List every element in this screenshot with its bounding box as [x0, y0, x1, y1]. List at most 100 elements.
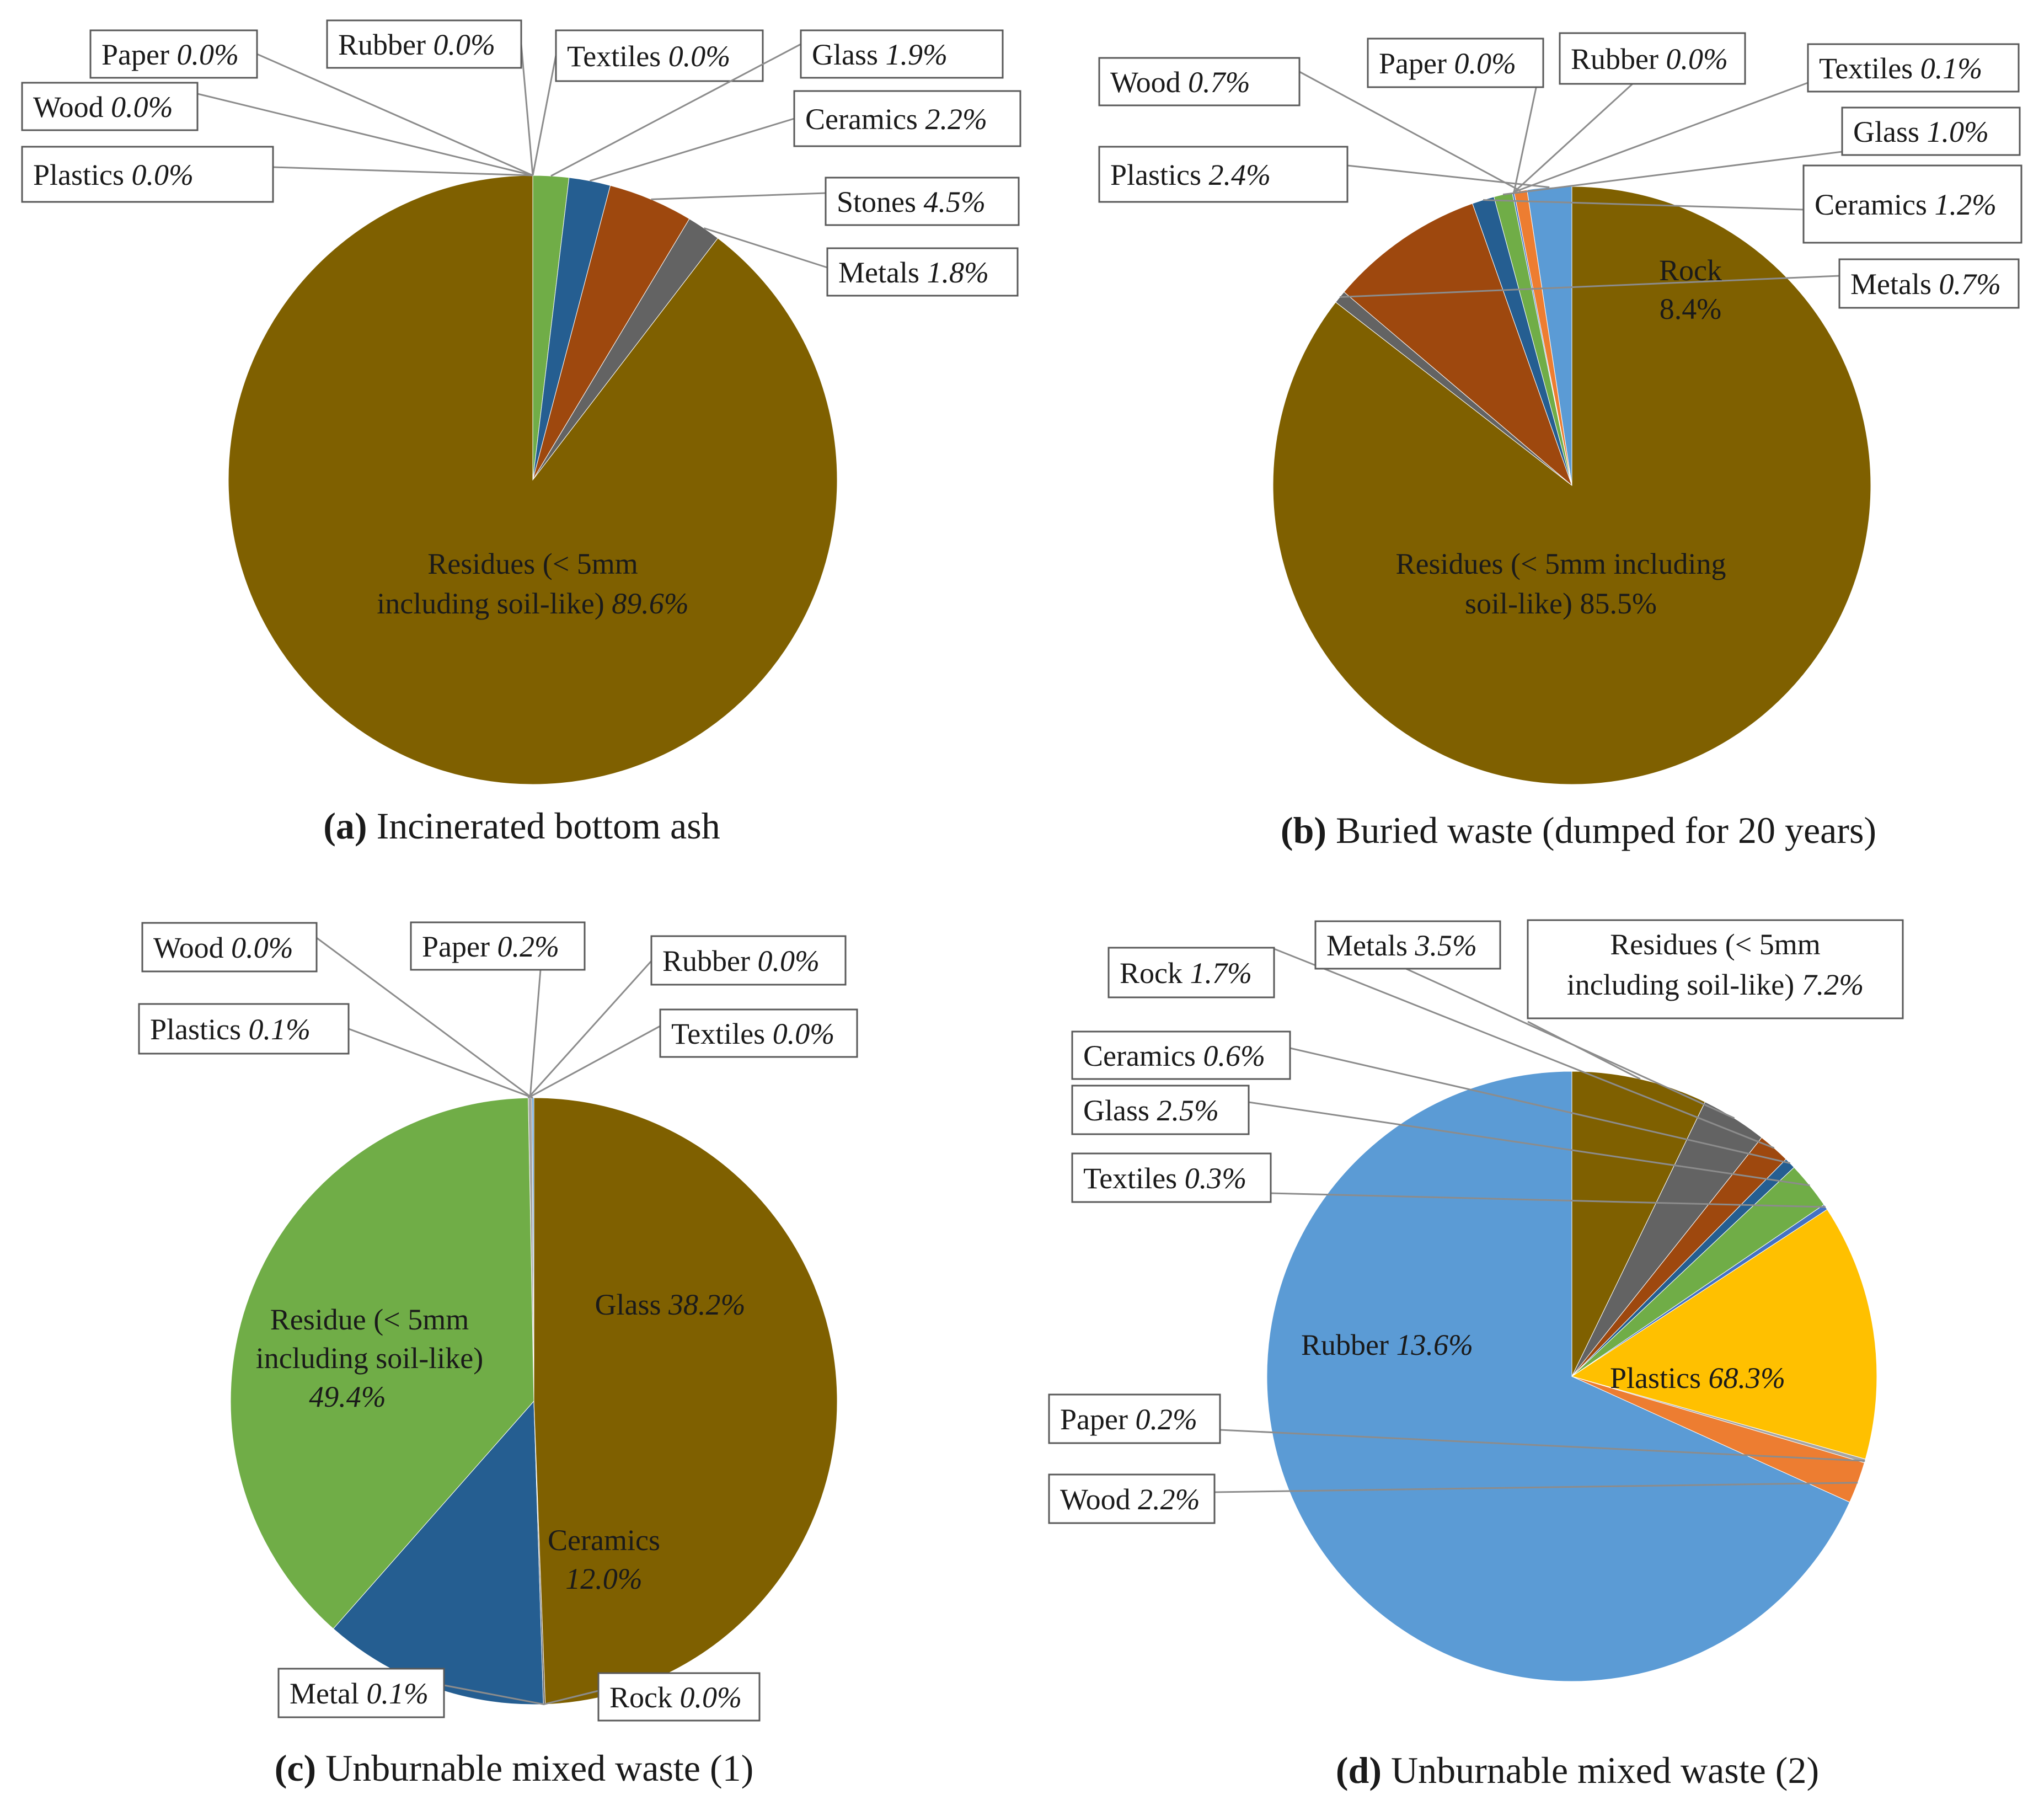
label-box-stones	[825, 177, 1020, 226]
label-box-paper	[1048, 1393, 1221, 1444]
leader-line	[1270, 1192, 1826, 1208]
label-percent: 0.1%	[1920, 52, 1982, 85]
data-label-stones: Stones 4.5%	[837, 185, 986, 218]
label-box-rock	[1107, 947, 1275, 998]
data-label-plastics: Plastics 2.4%	[1110, 158, 1271, 191]
data-label-rock: Rock 0.0%	[609, 1681, 742, 1714]
leader-line	[443, 1684, 545, 1706]
label-name: Glass	[595, 1288, 669, 1321]
slice-label-percent: 12.0%	[565, 1562, 642, 1595]
data-label-plastics: Plastics 68.3%	[1610, 1361, 1785, 1395]
data-label-glass: Glass 38.2%	[595, 1288, 746, 1321]
label-name: Rock	[1120, 957, 1190, 990]
label-name: Ceramics	[1083, 1039, 1203, 1072]
label-name: Metals	[1850, 268, 1939, 301]
pie-slice-rubber	[1571, 1209, 1877, 1460]
label-percent: 7.2%	[1802, 968, 1864, 1001]
data-label-metals: Metals 1.8%	[838, 256, 989, 289]
label-box-glass	[800, 29, 1004, 79]
label-name: Plastics	[33, 158, 132, 191]
data-label-line2: including soil-like) 7.2%	[1567, 968, 1864, 1001]
leader-line	[272, 166, 533, 177]
slice-label-line2: including soil-like)	[256, 1342, 483, 1375]
label-name: Textiles	[1819, 52, 1920, 85]
label-name: Glass	[1853, 115, 1927, 148]
data-label-textiles: Textiles 0.0%	[671, 1017, 834, 1050]
label-name: Metals	[838, 256, 927, 289]
label-box-residues-5mm-including-soil-like	[1527, 919, 1904, 1019]
label-box-rock	[597, 1672, 761, 1722]
label-percent: 1.9%	[886, 38, 948, 71]
label-name: Textiles	[1083, 1162, 1185, 1195]
panel-caption: (a) Incinerated bottom ash	[323, 805, 720, 847]
panel-caption: (d) Unburnable mixed waste (2)	[1336, 1749, 1819, 1791]
label-percent: 0.0%	[773, 1017, 834, 1050]
pie-slice-residues-5mm-including-soil-like	[228, 175, 838, 785]
label-percent: 0.0%	[111, 90, 173, 124]
data-label-line1: Residues (< 5mm	[1610, 928, 1820, 961]
slice-label-percent: 8.4%	[1660, 292, 1721, 325]
label-percent: 0.0%	[231, 931, 293, 964]
leader-line	[1219, 1429, 1865, 1462]
label-percent: 0.0%	[680, 1681, 742, 1714]
label-percent: 38.2%	[668, 1288, 745, 1321]
label-percent: 1.8%	[927, 256, 988, 289]
leader-line	[1274, 948, 1775, 1149]
label-percent: 0.0%	[757, 944, 819, 978]
pie-chart-d: Paper 0.2% Wood 2.2% Textiles 0.3% Glass 2.…	[1048, 919, 1904, 1791]
label-name: Ceramics	[805, 103, 925, 136]
data-label-glass: Glass 1.9%	[812, 38, 948, 71]
label-name: Plastics	[1610, 1361, 1709, 1395]
leader-line	[703, 227, 828, 269]
label-percent: 0.1%	[249, 1013, 311, 1046]
pie-slice-residue-5mm-including-soil-like	[533, 1097, 838, 1705]
data-label-plastics: Plastics 0.0%	[33, 158, 194, 191]
label-percent: 0.1%	[366, 1677, 428, 1710]
caption-letter: (a)	[323, 805, 376, 847]
label-percent: 0.0%	[668, 40, 730, 73]
label-percent: 85.5%	[1580, 587, 1656, 620]
label-percent: 1.2%	[1934, 188, 1996, 221]
label-box-plastics	[21, 146, 274, 203]
label-name: Paper	[1379, 47, 1454, 80]
label-box-plastics	[1098, 146, 1349, 203]
data-label-rubber: Rubber 0.0%	[662, 944, 820, 978]
label-percent: 3.5%	[1414, 929, 1476, 962]
label-percent: 2.2%	[925, 103, 987, 136]
leader-line	[527, 960, 652, 1099]
label-name: including soil-like)	[377, 587, 612, 620]
label-name: including soil-like)	[1567, 968, 1802, 1001]
slice-label-line2: including soil-like) 89.6%	[377, 587, 688, 620]
leader-line	[589, 117, 795, 182]
label-name: soil-like)	[1465, 587, 1580, 620]
label-percent: 2.2%	[1138, 1483, 1200, 1516]
data-label-paper: Paper 0.0%	[1379, 47, 1516, 80]
label-box-ceramics	[1802, 164, 2022, 244]
label-name: Ceramics	[1815, 188, 1934, 221]
label-percent: 0.0%	[1454, 47, 1516, 80]
leader-line	[1299, 71, 1521, 192]
slice-label-name: Ceramics	[548, 1524, 660, 1557]
label-box-textiles	[1071, 1152, 1272, 1203]
label-box-plastics	[138, 1003, 350, 1055]
label-box-rubber	[1559, 32, 1746, 85]
label-box-rubber	[326, 19, 522, 69]
pie-slice-residues-5mm-including-soil-like	[1272, 186, 1871, 785]
label-percent: 0.0%	[433, 28, 495, 61]
data-label-glass: Glass 1.0%	[1853, 115, 1989, 148]
label-percent: 89.6%	[612, 587, 688, 620]
data-label-paper: Paper 0.2%	[422, 930, 559, 963]
label-name: Wood	[33, 90, 111, 124]
leader-line	[1248, 1101, 1810, 1187]
data-label-ceramics: Ceramics 2.2%	[805, 103, 987, 136]
label-name: Wood	[1060, 1483, 1138, 1516]
leader-line	[1512, 82, 1808, 194]
label-percent: 0.6%	[1203, 1039, 1265, 1072]
label-box-wood	[21, 82, 199, 131]
data-label-textiles: Textiles 0.1%	[1819, 52, 1982, 85]
slice-label-name: Rock	[1659, 254, 1722, 287]
label-name: Paper	[101, 38, 176, 71]
label-percent: 4.5%	[924, 185, 986, 218]
leader-line	[543, 1690, 599, 1706]
